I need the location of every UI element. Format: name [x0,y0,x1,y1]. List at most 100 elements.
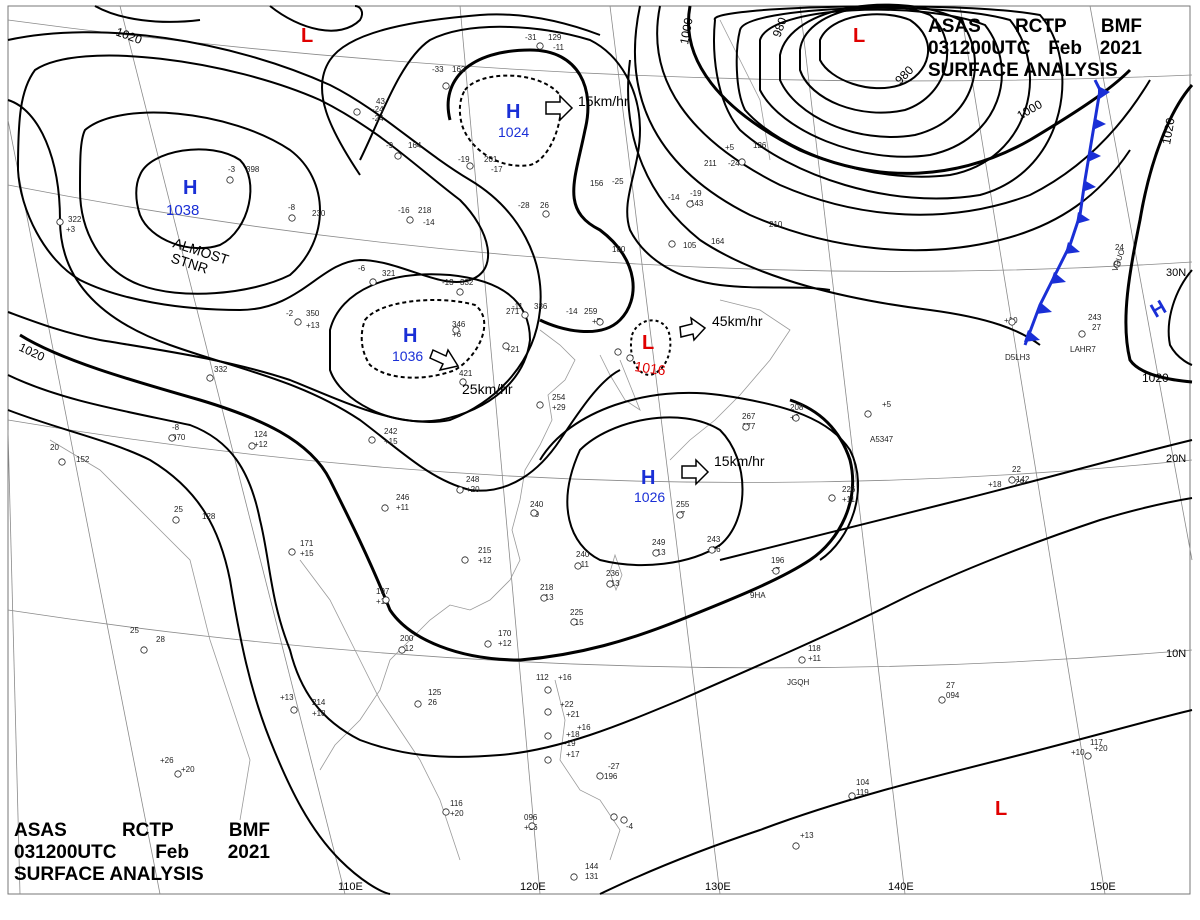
title-station: RCTP [1014,16,1067,37]
movement-arrow-h1024: 15km/hr [545,93,629,122]
isobar-label: 1000 [677,16,695,45]
latitude-line-20n [7,419,1193,483]
station-marker [140,646,148,654]
station-marker [174,770,182,778]
longitude-label: 120E [520,881,546,893]
station-marker [394,152,402,160]
isobar-south-3 [599,709,1193,895]
movement-speed: 15km/hr [578,93,629,109]
station-value: -31 [525,33,537,42]
isobar-north-1 [359,25,831,291]
station-value: 321 [382,269,396,278]
title-code: BMF [228,820,270,841]
station-value: -33 [432,65,444,74]
meridian-140e [799,5,906,895]
station-marker [570,873,578,881]
isobar-south-1 [7,374,1193,758]
isobar-1024-dashed [458,74,562,167]
station-marker [288,548,296,556]
station-marker [798,656,806,664]
station-value: -13 [442,278,454,287]
station-marker [848,792,856,800]
station-marker [828,494,836,502]
station-value: 214 [312,698,326,707]
station-code: LAHR7 [1070,345,1096,354]
movement-arrows: 15km/hr 25km/hr 45km/hr 15km/hr [429,93,765,486]
title-year: 2021 [1099,38,1142,59]
station-marker [353,108,361,116]
coast-philippines [554,679,621,861]
station-marker [938,696,946,704]
station-marker [248,442,256,450]
station-marker [456,486,464,494]
isobar-north-edge [269,5,364,32]
station-value: 112 [536,673,549,682]
station-marker [406,216,414,224]
station-value: 126 [753,141,767,150]
station-value: 104 [856,778,870,787]
latitude-line-30n [7,184,1193,272]
front-barb [1093,118,1106,130]
station-marker [168,434,176,442]
station-marker [528,822,536,830]
isobar-1020-east [1124,84,1194,384]
station-value: 152 [76,455,90,464]
station-marker [1078,330,1086,338]
high-center-1024: H 1024 [498,101,529,140]
isobar-1020-far-east [1167,269,1193,366]
station-marker [368,436,376,444]
station-value: 350 [306,309,320,318]
title-time: 031200UTC [928,38,1031,59]
station-markers [56,42,1121,881]
station-code: 9HA [750,591,766,600]
title-station: RCTP [121,820,174,841]
station-value: +16 [577,723,591,732]
station-marker [792,414,800,422]
station-value: 142 [1016,475,1030,484]
station-value: 180 [612,245,626,254]
center-pressure: 1038 [166,202,199,219]
station-marker [540,594,548,602]
low-letter-northeast: L [853,25,865,47]
station-value: 129 [548,33,562,42]
station-value: 164 [408,141,422,150]
station-value: 094 [946,691,960,700]
title-line-3: SURFACE ANALYSIS [928,60,1142,82]
isobar-1026 [566,416,744,566]
station-value: 346 [452,320,466,329]
station-marker [708,546,716,554]
station-value: +13 [800,831,814,840]
station-value: 243 [707,535,721,544]
front-barb [1036,302,1052,314]
center-pressure: 1026 [634,489,665,505]
station-value: 267 [742,412,756,421]
station-marker [290,706,298,714]
station-value: +20 [181,765,195,774]
station-value: -8 [172,423,180,432]
station-value: +15 [300,549,314,558]
high-letter: H [641,467,655,489]
station-value: -28 [518,201,530,210]
pressure-centers: H 1038 ALMOST STNR H 1024 H 1036 L 1016 … [166,25,1170,820]
latitude-line-10n [7,609,1193,669]
title-line-2: 031200UTC Feb 2021 [928,38,1142,60]
station-value: 29 [1015,478,1024,487]
station-value: +18 [566,730,580,739]
title-agency: ASAS [14,820,67,841]
isobar-ne-6 [713,5,1064,200]
station-value: 171 [300,539,314,548]
station-marker [206,374,214,382]
isobar-label: 1020 [114,25,144,47]
title-month: Feb [155,842,189,863]
title-month: Feb [1048,38,1082,59]
station-value: -14 [423,218,435,227]
station-value: 162 [452,65,466,74]
station-marker [742,423,750,431]
title-line-1: ASAS RCTP BMF [928,16,1142,38]
isobar-label: 1020 [1142,371,1169,385]
station-marker [484,640,492,648]
station-value: 24 [1115,243,1124,252]
station-marker [544,686,552,694]
station-code: D5LH3 [1005,353,1030,362]
isobar-1016-dashed [630,319,672,377]
